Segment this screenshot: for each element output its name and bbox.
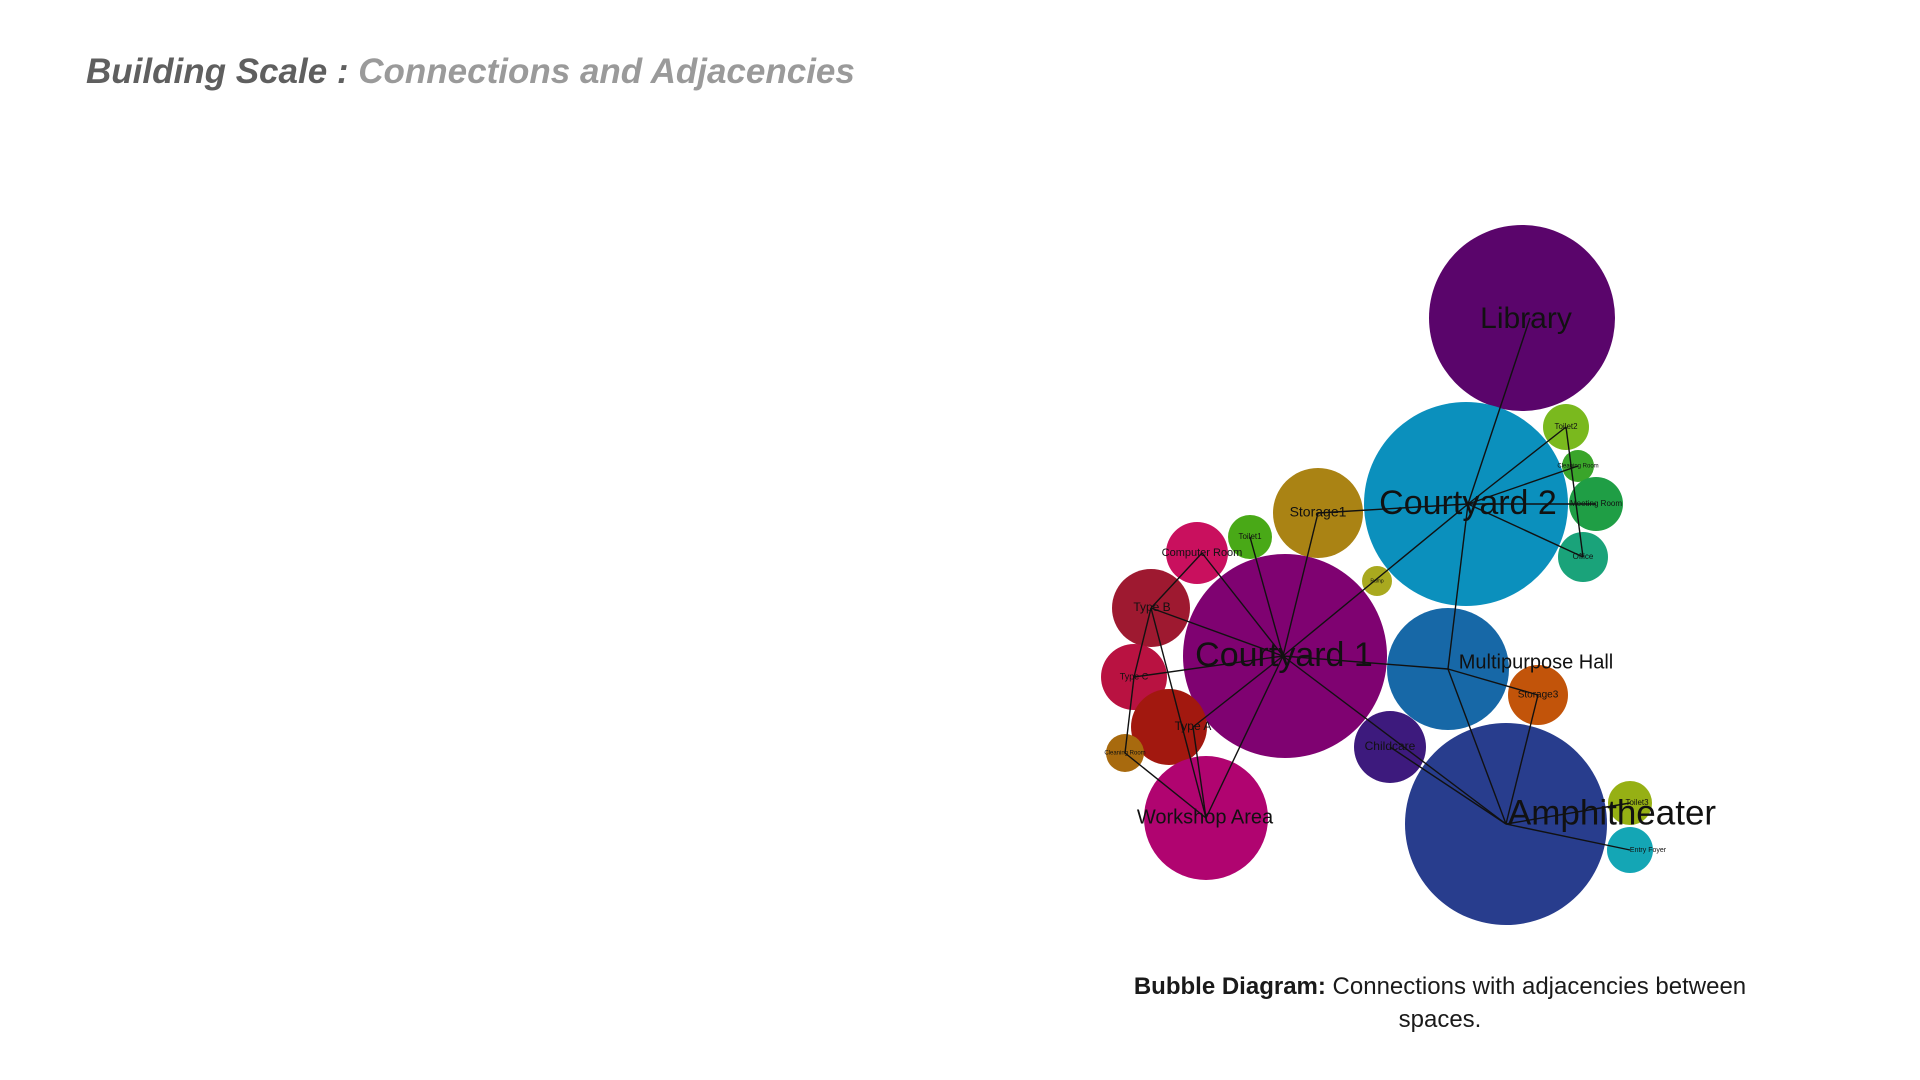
- bubble-label-type-b: Type B: [1133, 600, 1170, 614]
- connection-multipurpose-hall-amphitheater: [1447, 668, 1507, 825]
- connection-storage3-amphitheater: [1505, 694, 1539, 825]
- label-layer: Library Courtyard 2 Toilet2 Cleaning Room Me…: [1104, 302, 1716, 854]
- connection-amphitheater-toilet3: [1505, 802, 1631, 825]
- connection-childcare-amphitheater: [1389, 746, 1507, 825]
- bubble-label-multipurpose-hall: Multipurpose Hall: [1459, 651, 1614, 673]
- bubble-label-meeting-room: Meeting Room: [1570, 499, 1622, 508]
- page-title-main: Building Scale :: [86, 52, 359, 91]
- caption-label: Bubble Diagram:: [1133, 973, 1326, 1000]
- bubble-type-a: [1131, 689, 1207, 765]
- connection-courtyard1-computer-room: [1201, 552, 1284, 657]
- bubble-label-storage1: Storage1: [1290, 504, 1347, 520]
- bubble-computer-room: [1166, 522, 1228, 584]
- bubble-label-library: Library: [1480, 302, 1572, 335]
- connection-courtyard1-type-b: [1150, 607, 1284, 657]
- connection-courtyard2-toilet2: [1467, 426, 1567, 505]
- connection-type-c-cleaning-room-1: [1124, 676, 1135, 754]
- bubble-label-courtyard2: Courtyard 2: [1379, 484, 1557, 522]
- connection-multipurpose-hall-storage3: [1447, 668, 1539, 696]
- bubble-label-courtyard1: Courtyard 1: [1195, 636, 1373, 674]
- bubble-label-workshop-area: Workshop Area: [1137, 806, 1274, 828]
- diagram-caption: Bubble Diagram: Connections with adjacen…: [1100, 970, 1780, 1036]
- connection-type-a-workshop-area: [1192, 726, 1207, 819]
- connection-courtyard2-multipurpose-hall: [1447, 503, 1469, 670]
- connection-courtyard2-cleaning-room-2: [1467, 465, 1579, 505]
- connection-courtyard2-courtyard1: [1282, 503, 1469, 657]
- bubble-label-ramp: Ramp: [1370, 578, 1384, 584]
- bubble-label-computer-room: Computer Room: [1162, 547, 1243, 559]
- connection-courtyard2-storage1: [1317, 503, 1469, 514]
- page-title-sub: Connections and Adjacencies: [358, 52, 855, 91]
- bubble-label-toilet1: Toilet1: [1238, 532, 1262, 541]
- bubble-label-amphitheater: Amphitheater: [1508, 793, 1717, 832]
- page-title: Building Scale : Connections and Adjacen…: [86, 52, 855, 92]
- bubble-label-cleaning-room-2: Cleaning Room: [1557, 464, 1598, 470]
- bubble-label-entry-foyer: Entry Foyer: [1630, 847, 1667, 854]
- bubble-label-storage3: Storage3: [1518, 690, 1559, 701]
- connection-library-courtyard2: [1467, 317, 1531, 505]
- connection-type-b-type-c: [1133, 607, 1152, 678]
- connection-courtyard1-toilet1: [1249, 536, 1284, 657]
- connection-toilet2-office: [1565, 426, 1584, 558]
- connection-courtyard1-type-c: [1133, 655, 1284, 678]
- bubble-label-toilet2: Toilet2: [1554, 422, 1578, 431]
- connection-layer: [1124, 317, 1631, 851]
- bubble-label-type-a: Type A: [1175, 719, 1212, 733]
- connection-cleaning-room-1-workshop-area: [1124, 752, 1207, 819]
- bubble-label-type-c: Type C: [1120, 671, 1149, 681]
- bubble-label-toilet3: Toilet3: [1625, 798, 1649, 807]
- connection-courtyard2-office: [1467, 503, 1584, 558]
- caption-text: Connections with adjacencies between spa…: [1325, 973, 1747, 1033]
- connection-courtyard1-workshop-area: [1205, 655, 1284, 819]
- connection-type-b-workshop-area: [1150, 607, 1207, 819]
- bubble-label-childcare: Childcare: [1365, 739, 1416, 753]
- connection-computer-room-type-b: [1150, 552, 1203, 609]
- bubble-label-cleaning-room-1: Cleaning Room: [1104, 751, 1145, 757]
- connection-courtyard1-amphitheater: [1282, 655, 1507, 825]
- bubble-library: [1429, 225, 1615, 411]
- bubble-label-office: Office: [1573, 552, 1594, 561]
- connection-courtyard1-type-a: [1192, 655, 1284, 728]
- connection-amphitheater-entry-foyer: [1505, 823, 1631, 851]
- connection-courtyard1-multipurpose-hall: [1282, 655, 1449, 670]
- connection-courtyard1-storage1: [1282, 512, 1319, 657]
